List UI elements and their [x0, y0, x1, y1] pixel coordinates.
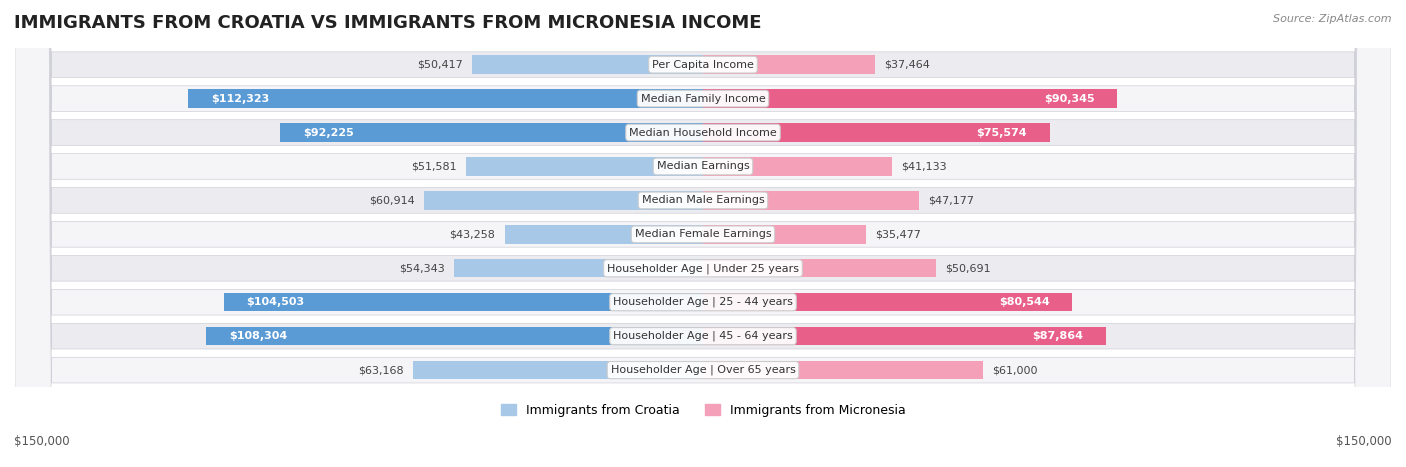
Text: $75,574: $75,574 [976, 127, 1026, 138]
Text: $41,133: $41,133 [901, 162, 946, 171]
Text: $35,477: $35,477 [875, 229, 921, 240]
Bar [703, 123, 1050, 142]
Text: Householder Age | Over 65 years: Householder Age | Over 65 years [610, 365, 796, 375]
Text: $92,225: $92,225 [302, 127, 354, 138]
Text: Median Earnings: Median Earnings [657, 162, 749, 171]
Text: Per Capita Income: Per Capita Income [652, 60, 754, 70]
Bar [454, 259, 703, 277]
FancyBboxPatch shape [15, 0, 1391, 467]
Text: $63,168: $63,168 [359, 365, 404, 375]
Text: Householder Age | Under 25 years: Householder Age | Under 25 years [607, 263, 799, 274]
Text: $60,914: $60,914 [368, 195, 415, 205]
Bar [280, 123, 703, 142]
Text: Median Female Earnings: Median Female Earnings [634, 229, 772, 240]
Text: Householder Age | 45 - 64 years: Householder Age | 45 - 64 years [613, 331, 793, 341]
Bar [703, 259, 935, 277]
Bar [703, 293, 1073, 311]
Bar [703, 361, 983, 379]
FancyBboxPatch shape [15, 0, 1391, 467]
Bar [423, 191, 703, 210]
Bar [472, 56, 703, 74]
Text: $51,581: $51,581 [412, 162, 457, 171]
Text: $80,544: $80,544 [998, 297, 1049, 307]
Text: $54,343: $54,343 [399, 263, 444, 273]
Bar [207, 327, 703, 345]
Bar [467, 157, 703, 176]
Text: $61,000: $61,000 [993, 365, 1038, 375]
Text: $43,258: $43,258 [450, 229, 495, 240]
FancyBboxPatch shape [15, 0, 1391, 467]
Text: $37,464: $37,464 [884, 60, 929, 70]
Text: Median Family Income: Median Family Income [641, 93, 765, 104]
Text: Median Male Earnings: Median Male Earnings [641, 195, 765, 205]
Text: $108,304: $108,304 [229, 331, 287, 341]
Text: $150,000: $150,000 [14, 435, 70, 448]
Bar [505, 225, 703, 243]
Bar [703, 225, 866, 243]
Text: $50,417: $50,417 [416, 60, 463, 70]
Legend: Immigrants from Croatia, Immigrants from Micronesia: Immigrants from Croatia, Immigrants from… [496, 398, 910, 422]
FancyBboxPatch shape [15, 0, 1391, 467]
Text: $150,000: $150,000 [1336, 435, 1392, 448]
Text: Source: ZipAtlas.com: Source: ZipAtlas.com [1274, 14, 1392, 24]
Bar [703, 191, 920, 210]
Text: $90,345: $90,345 [1043, 93, 1094, 104]
FancyBboxPatch shape [15, 0, 1391, 467]
Text: $50,691: $50,691 [945, 263, 990, 273]
Text: Median Household Income: Median Household Income [628, 127, 778, 138]
Text: IMMIGRANTS FROM CROATIA VS IMMIGRANTS FROM MICRONESIA INCOME: IMMIGRANTS FROM CROATIA VS IMMIGRANTS FR… [14, 14, 762, 32]
FancyBboxPatch shape [15, 0, 1391, 467]
Bar [188, 90, 703, 108]
Text: Householder Age | 25 - 44 years: Householder Age | 25 - 44 years [613, 297, 793, 307]
Text: $112,323: $112,323 [211, 93, 269, 104]
Text: $104,503: $104,503 [246, 297, 305, 307]
Bar [224, 293, 703, 311]
Bar [703, 327, 1107, 345]
FancyBboxPatch shape [15, 0, 1391, 467]
FancyBboxPatch shape [15, 0, 1391, 467]
Bar [703, 56, 875, 74]
FancyBboxPatch shape [15, 0, 1391, 467]
Bar [703, 157, 891, 176]
Text: $47,177: $47,177 [928, 195, 974, 205]
Bar [703, 90, 1118, 108]
Text: $87,864: $87,864 [1032, 331, 1083, 341]
FancyBboxPatch shape [15, 0, 1391, 467]
Bar [413, 361, 703, 379]
